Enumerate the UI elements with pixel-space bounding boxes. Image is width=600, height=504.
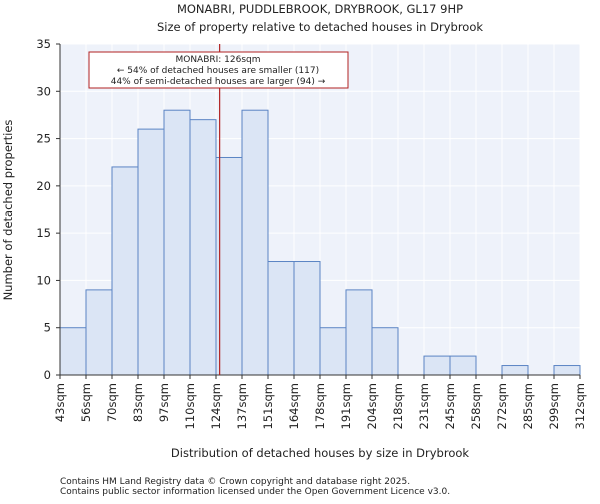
x-tick-label: 83sqm	[131, 383, 145, 422]
x-tick-label: 151sqm	[261, 383, 275, 429]
x-tick-label: 285sqm	[521, 383, 535, 429]
bar	[449, 355, 477, 376]
x-tick-label: 164sqm	[287, 383, 301, 429]
x-tick-label: 204sqm	[365, 383, 379, 429]
chart-title-line1: MONABRI, PUDDLEBROOK, DRYBROOK, GL17 9HP	[177, 2, 463, 16]
footer-line2: Contains public sector information licen…	[60, 487, 450, 497]
bar	[215, 156, 243, 376]
y-tick-label: 5	[44, 321, 51, 335]
y-tick-label: 20	[36, 179, 51, 193]
bar	[501, 365, 529, 376]
x-tick-labels: 43sqm 56sqm 70sqm 83sqm 97sqm 110sqm 124sqm 137…	[53, 375, 587, 429]
y-tick-labels: 0 5 10 15 20 25 30 35	[36, 37, 60, 382]
bar	[319, 327, 347, 376]
bar	[59, 327, 87, 376]
bar	[345, 289, 373, 376]
annotation-box: MONABRI: 126sqm ← 54% of detached houses…	[88, 51, 349, 89]
x-tick-label: 272sqm	[495, 383, 509, 429]
bar	[163, 109, 191, 376]
annotation-line2: ← 54% of detached houses are smaller (11…	[117, 66, 319, 76]
x-tick-label: 299sqm	[547, 383, 561, 429]
x-tick-label: 258sqm	[469, 383, 483, 429]
y-tick-label: 10	[36, 273, 51, 287]
x-tick-label: 245sqm	[443, 383, 457, 429]
bar	[85, 289, 113, 376]
y-tick-label: 0	[44, 368, 51, 382]
x-tick-label: 231sqm	[417, 383, 431, 429]
bar	[137, 128, 165, 376]
y-tick-label: 30	[36, 84, 51, 98]
bar	[189, 119, 217, 376]
y-tick-label: 25	[36, 132, 51, 146]
y-tick-label: 15	[36, 226, 51, 240]
y-tick-label: 35	[36, 37, 51, 51]
annotation-line1: MONABRI: 126sqm	[175, 55, 260, 65]
footer-line1: Contains HM Land Registry data © Crown c…	[60, 477, 410, 487]
x-tick-label: 312sqm	[573, 383, 587, 429]
bar	[111, 166, 139, 376]
x-axis-label: Distribution of detached houses by size …	[171, 446, 469, 460]
x-tick-label: 218sqm	[391, 383, 405, 429]
annotation-line3: 44% of semi-detached houses are larger (…	[111, 77, 326, 87]
bar	[293, 261, 321, 376]
bar	[241, 109, 269, 376]
x-tick-label: 70sqm	[105, 383, 119, 422]
y-axis-label: Number of detached properties	[1, 120, 15, 301]
x-tick-label: 43sqm	[53, 383, 67, 422]
x-tick-label: 110sqm	[183, 383, 197, 429]
bar	[553, 365, 581, 376]
x-tick-label: 56sqm	[79, 383, 93, 422]
bars	[59, 109, 581, 376]
chart-title-line2: Size of property relative to detached ho…	[157, 20, 483, 34]
bar	[267, 261, 295, 376]
x-tick-label: 191sqm	[339, 383, 353, 429]
x-tick-label: 124sqm	[209, 383, 223, 429]
x-tick-label: 137sqm	[235, 383, 249, 429]
bar	[423, 355, 451, 376]
x-tick-label: 178sqm	[313, 383, 327, 429]
bar	[371, 327, 399, 376]
x-tick-label: 97sqm	[157, 383, 171, 422]
annotation-frame	[88, 51, 349, 89]
